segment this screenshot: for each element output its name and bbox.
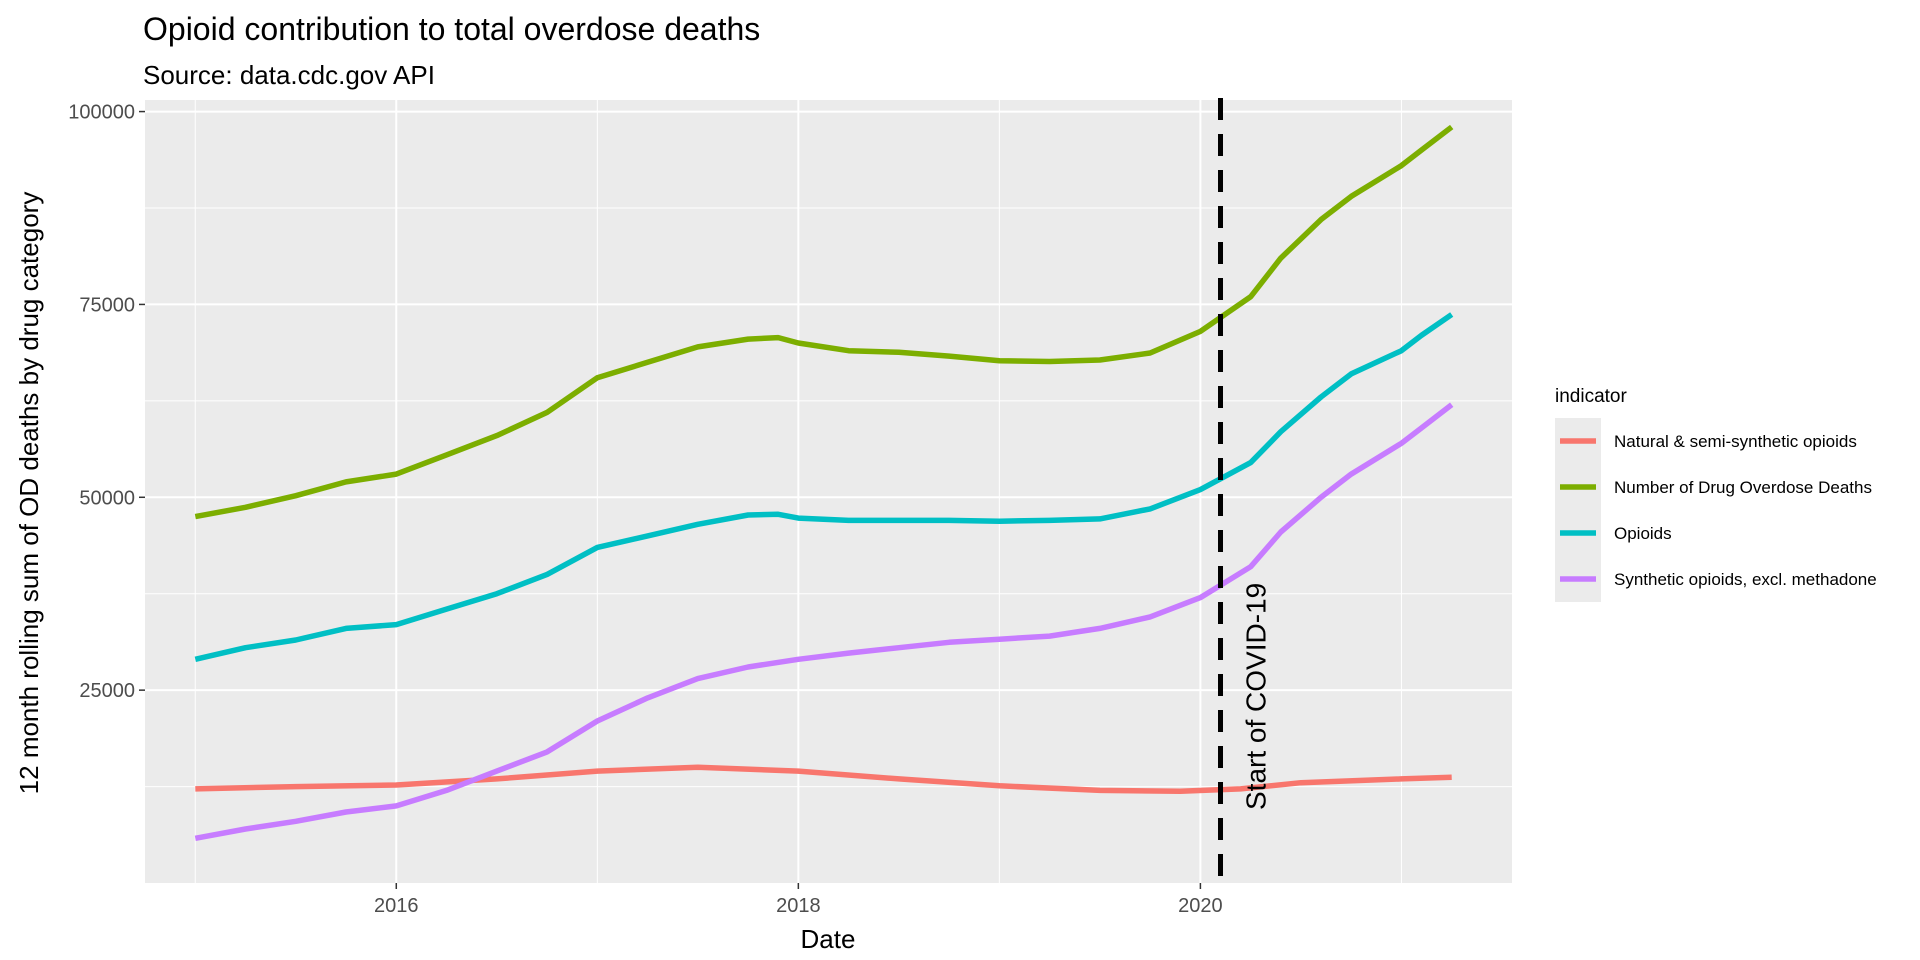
series-line-synthetic-opioids-excl-methadone [194,402,1454,842]
legend-title: indicator [1555,386,1627,407]
x-tick-label: 2018 [776,895,821,917]
legend-label: Number of Drug Overdose Deaths [1614,478,1872,497]
axes: 25000 50000 75000 100000 2016 2018 2020 [68,102,1222,917]
legend-label: Synthetic opioids, excl. methadone [1614,570,1877,589]
covid-start-label: Start of COVID-19 [1241,583,1272,810]
y-tick-label: 75000 [79,294,135,316]
annotation-layer: Start of COVID-19 [1218,98,1272,883]
legend-label: Opioids [1614,524,1672,543]
legend-label: Natural & semi-synthetic opioids [1614,432,1857,451]
y-axis-title: 12 month rolling sum of OD deaths by dru… [14,192,44,795]
chart-subtitle: Source: data.cdc.gov API [143,60,435,90]
plot-panel [145,100,1512,883]
grid-lines [145,100,1512,883]
series-line-opioids [194,312,1454,662]
series-line-natural-semi-synthetic-opioids [195,764,1452,794]
x-axis-title: Date [801,924,856,954]
x-tick-label: 2016 [374,895,419,917]
y-tick-label: 100000 [68,102,135,124]
x-tick-label: 2020 [1178,895,1223,917]
legend: indicator Natural & semi-synthetic opioi… [1551,386,1913,606]
legend-box [1551,420,1913,606]
y-tick-label: 25000 [79,680,135,702]
series-lines [194,124,1454,842]
chart-title: Opioid contribution to total overdose de… [143,11,760,47]
series-line-number-of-drug-overdose-deaths [194,124,1454,520]
y-tick-label: 50000 [79,487,135,509]
